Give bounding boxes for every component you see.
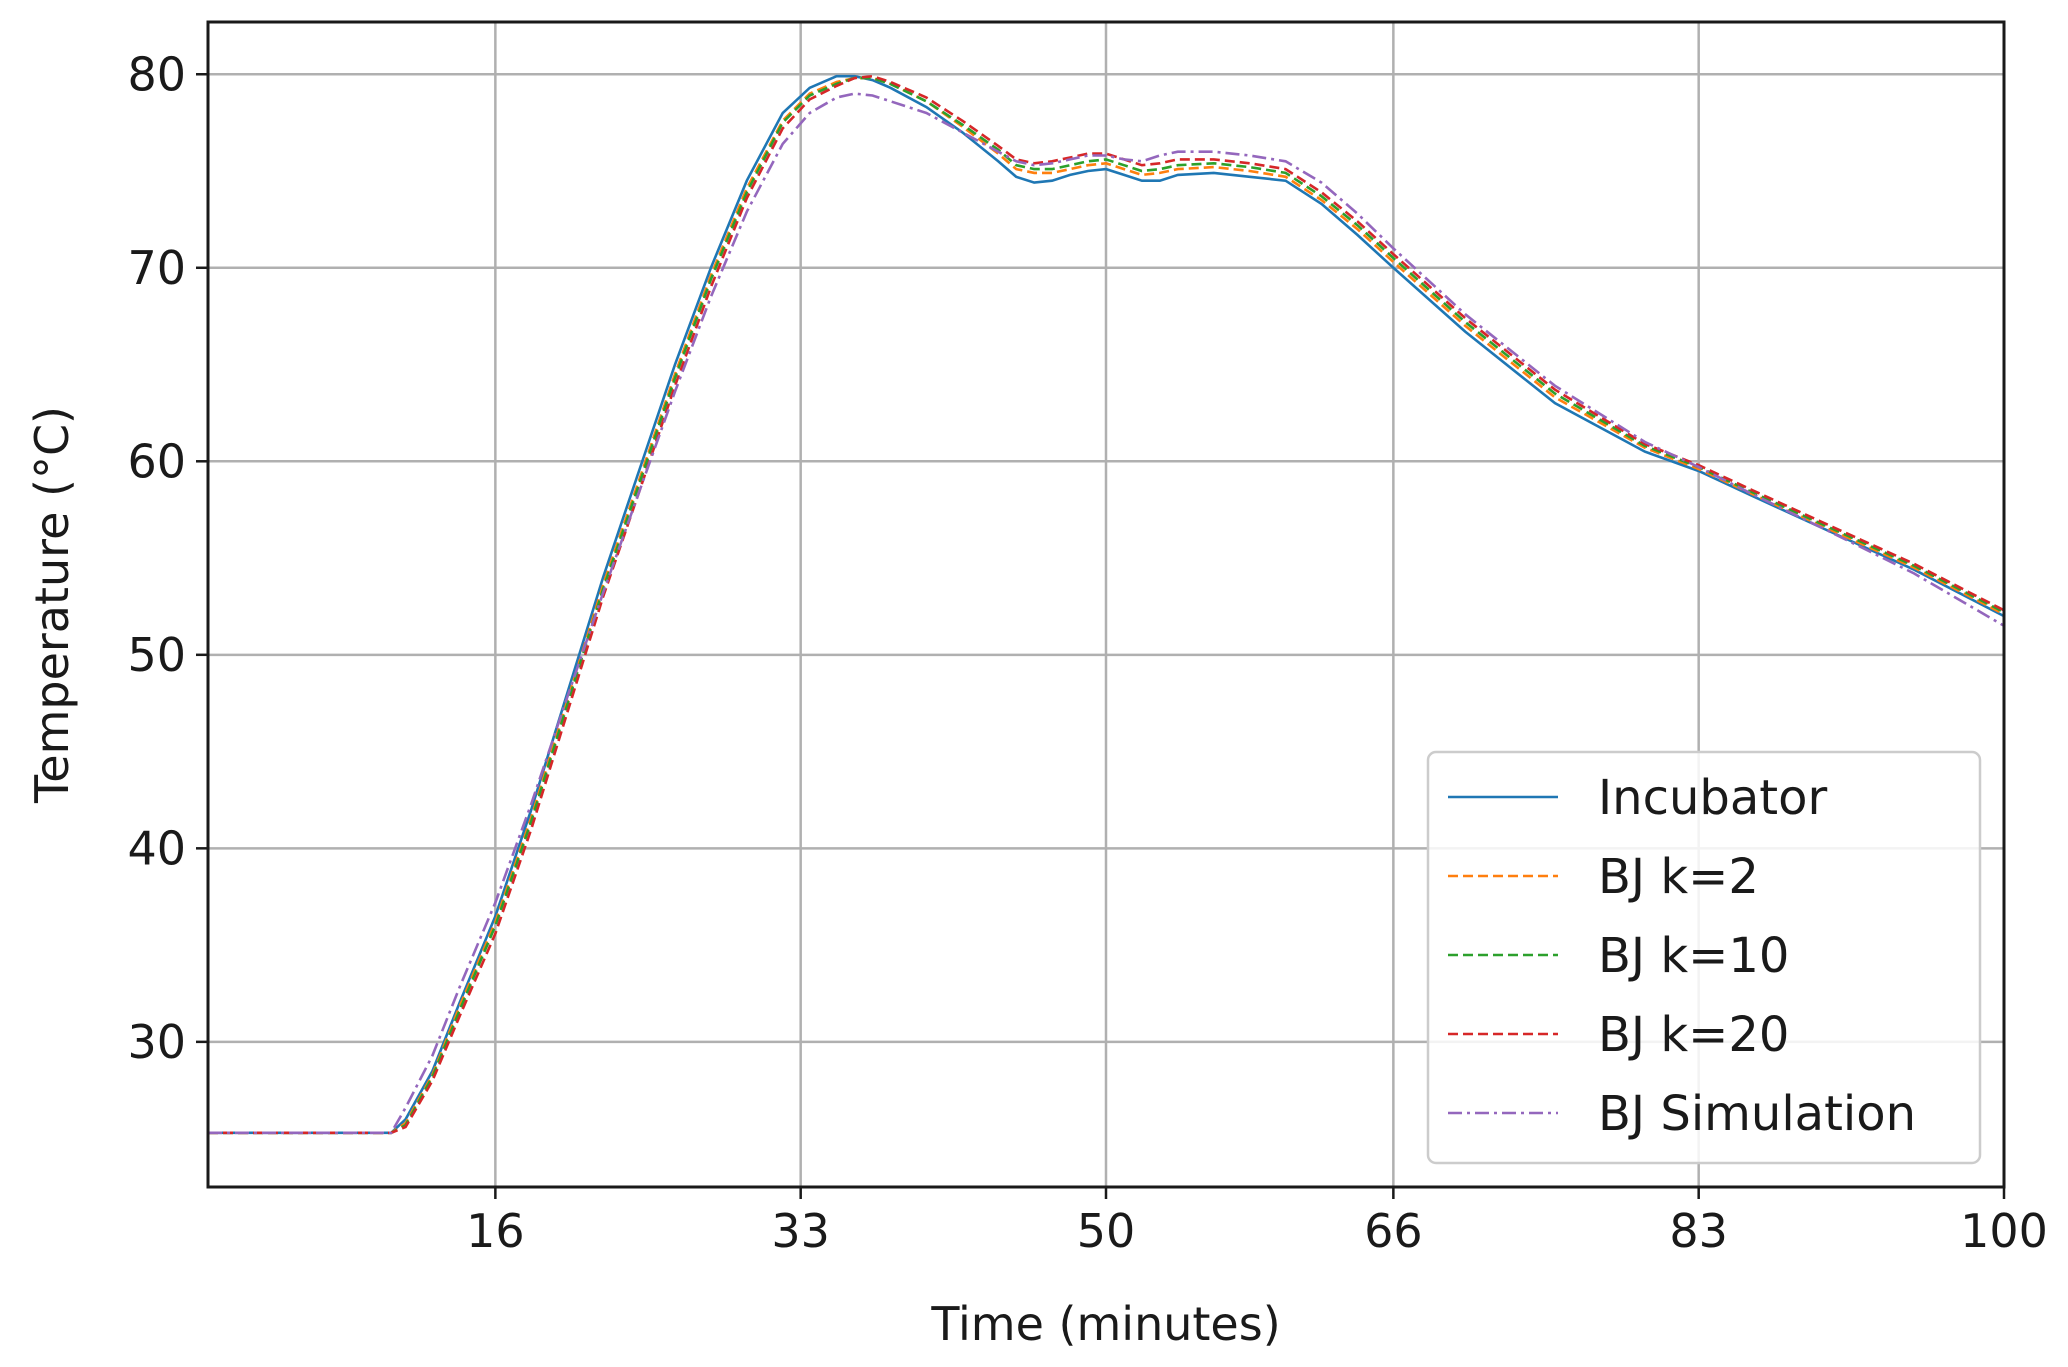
y-tick-label: 60 — [127, 434, 186, 488]
x-tick-label: 16 — [466, 1204, 525, 1258]
legend-label: Incubator — [1598, 770, 1827, 826]
y-axis-label: Temperature (°C) — [25, 406, 79, 804]
series-line-bj-simulation — [208, 92, 2005, 1135]
y-tick-label: 30 — [127, 1015, 186, 1069]
y-tick-label: 40 — [127, 821, 186, 875]
x-tick-label: 83 — [1669, 1204, 1728, 1258]
series-layer — [208, 74, 2005, 1135]
legend-label: BJ k=10 — [1598, 928, 1789, 984]
y-tick-label: 70 — [127, 241, 186, 295]
x-tick-label: 33 — [771, 1204, 830, 1258]
x-tick-label: 100 — [1960, 1204, 2048, 1258]
y-tick-label: 80 — [127, 47, 186, 101]
legend-box — [1426, 750, 1982, 1165]
tick-layer: 16 33 50 66 83 100 30 40 50 60 70 80 — [127, 47, 2047, 1258]
y-tick-label: 50 — [127, 628, 186, 682]
legend-label: BJ k=2 — [1598, 849, 1759, 905]
x-tick-label: 66 — [1364, 1204, 1423, 1258]
legend-items: Incubator BJ k=2 BJ k=10 BJ k=20 BJ Simulati… — [1448, 770, 1916, 1142]
legend-label: BJ k=20 — [1598, 1007, 1789, 1063]
series-line-incubator — [208, 74, 2005, 1135]
x-tick-label: 50 — [1077, 1204, 1136, 1258]
legend: Incubator BJ k=2 BJ k=10 BJ k=20 BJ Simulati… — [1426, 750, 1982, 1165]
legend-label: BJ Simulation — [1598, 1086, 1916, 1142]
series-line-bj-k-20 — [208, 74, 2005, 1135]
x-axis-label: Time (minutes) — [930, 1297, 1280, 1351]
